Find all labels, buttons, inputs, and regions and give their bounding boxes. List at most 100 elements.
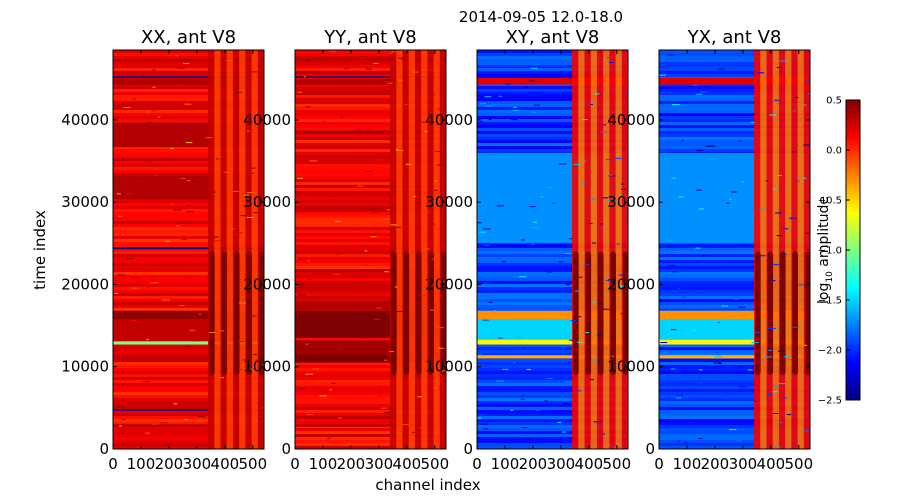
heatmap-speckle xyxy=(590,104,593,106)
heatmap-row xyxy=(659,440,810,444)
heatmap-speckle xyxy=(606,57,610,59)
heatmap-speckle xyxy=(522,346,526,348)
heatmap-row xyxy=(659,245,810,249)
heatmap-speckle xyxy=(211,191,216,193)
heatmap-row xyxy=(113,239,264,243)
heatmap-row xyxy=(113,149,264,153)
heatmap-speckle xyxy=(698,369,703,371)
heatmap-speckle xyxy=(738,140,742,142)
heatmap-speckle xyxy=(296,177,303,179)
heatmap-row xyxy=(659,425,810,429)
heatmap-row xyxy=(477,287,628,291)
rfi-blob xyxy=(209,251,215,375)
heatmap-row xyxy=(477,272,628,276)
heatmap-speckle xyxy=(133,180,142,182)
heatmap-row xyxy=(113,359,264,363)
heatmap-speckle xyxy=(299,259,303,261)
heatmap-speckle xyxy=(769,114,777,116)
x-tick-label: 200 xyxy=(519,455,548,473)
heatmap-row xyxy=(295,107,446,111)
heatmap-row xyxy=(113,296,264,300)
heatmap-row xyxy=(477,86,628,90)
heatmap-row xyxy=(295,182,446,186)
heatmap-row xyxy=(113,380,264,384)
heatmap-speckle xyxy=(502,368,509,370)
heatmap-speckle xyxy=(605,279,611,281)
heatmap-row xyxy=(659,284,810,288)
heatmap-row xyxy=(113,308,264,312)
heatmap-speckle xyxy=(434,150,442,152)
rfi-blob xyxy=(403,251,410,375)
heatmap-speckle xyxy=(113,385,116,387)
heatmap-speckle xyxy=(728,198,732,200)
heatmap-speckle xyxy=(667,51,672,53)
heatmap-speckle xyxy=(600,131,607,133)
heatmap-speckle xyxy=(183,278,191,280)
heatmap-speckle xyxy=(185,104,193,106)
y-tick-label: 30000 xyxy=(61,193,109,211)
figure-title: 2014-09-05 12.0-18.0 xyxy=(459,8,623,26)
heatmap-speckle xyxy=(119,425,123,427)
heatmap-speckle xyxy=(428,52,435,54)
heatmap-speckle xyxy=(208,332,216,334)
heatmap-row xyxy=(477,404,628,408)
heatmap-speckle xyxy=(297,91,302,93)
rfi-stripe xyxy=(785,50,792,449)
heatmap-row xyxy=(113,293,264,297)
x-tick-label: 500 xyxy=(784,455,813,473)
rfi-stripe xyxy=(232,50,240,449)
rfi-stripe xyxy=(245,50,252,449)
heatmap-row xyxy=(295,77,446,81)
heatmap-row xyxy=(477,131,628,135)
heatmap-speckle xyxy=(162,299,170,301)
heatmap-speckle xyxy=(518,276,527,278)
heatmap-speckle xyxy=(515,336,523,338)
heatmap-row xyxy=(659,431,810,435)
heatmap-cells xyxy=(113,50,264,449)
heatmap-speckle xyxy=(232,413,237,415)
panel-title: YX, ant V8 xyxy=(687,27,782,48)
heatmap-speckle xyxy=(232,337,240,339)
heatmap-speckle xyxy=(557,421,562,423)
heatmap-row xyxy=(113,53,264,57)
heatmap-speckle xyxy=(778,350,785,352)
heatmap-speckle xyxy=(718,363,722,365)
heatmap-row xyxy=(295,404,446,408)
heatmap-speckle xyxy=(603,124,606,126)
heatmap-band xyxy=(477,339,628,345)
heatmap-row xyxy=(113,422,264,426)
heatmap-row xyxy=(295,233,446,237)
heatmap-row xyxy=(295,224,446,228)
heatmap-speckle xyxy=(417,396,423,398)
heatmap-row xyxy=(295,86,446,90)
heatmap-speckle xyxy=(207,273,211,275)
heatmap-row xyxy=(477,365,628,369)
heatmap-speckle xyxy=(387,82,393,84)
heatmap-band xyxy=(659,77,810,85)
rfi-blob xyxy=(597,251,604,375)
heatmap-speckle xyxy=(795,96,799,98)
heatmap-speckle xyxy=(747,369,753,371)
heatmap-row xyxy=(113,164,264,168)
heatmap-speckle xyxy=(384,411,391,413)
heatmap-speckle xyxy=(573,163,581,165)
heatmap-row xyxy=(113,65,264,69)
heatmap-speckle xyxy=(364,171,372,173)
heatmap-row xyxy=(113,56,264,60)
heatmap-speckle xyxy=(220,330,225,332)
heatmap-row xyxy=(477,362,628,366)
heatmap-speckle xyxy=(483,282,487,284)
heatmap-row xyxy=(113,395,264,399)
heatmap-row xyxy=(295,176,446,180)
heatmap-row xyxy=(295,125,446,129)
heatmap-row xyxy=(295,104,446,108)
heatmap-row xyxy=(295,152,446,156)
heatmap-row xyxy=(659,407,810,411)
heatmap-speckle xyxy=(356,129,362,131)
heatmap-speckle xyxy=(242,359,249,361)
heatmap-speckle xyxy=(751,342,759,344)
heatmap-row xyxy=(113,374,264,378)
heatmap-row xyxy=(659,113,810,117)
heatmap-speckle xyxy=(311,368,320,370)
heatmap-speckle xyxy=(338,417,342,419)
